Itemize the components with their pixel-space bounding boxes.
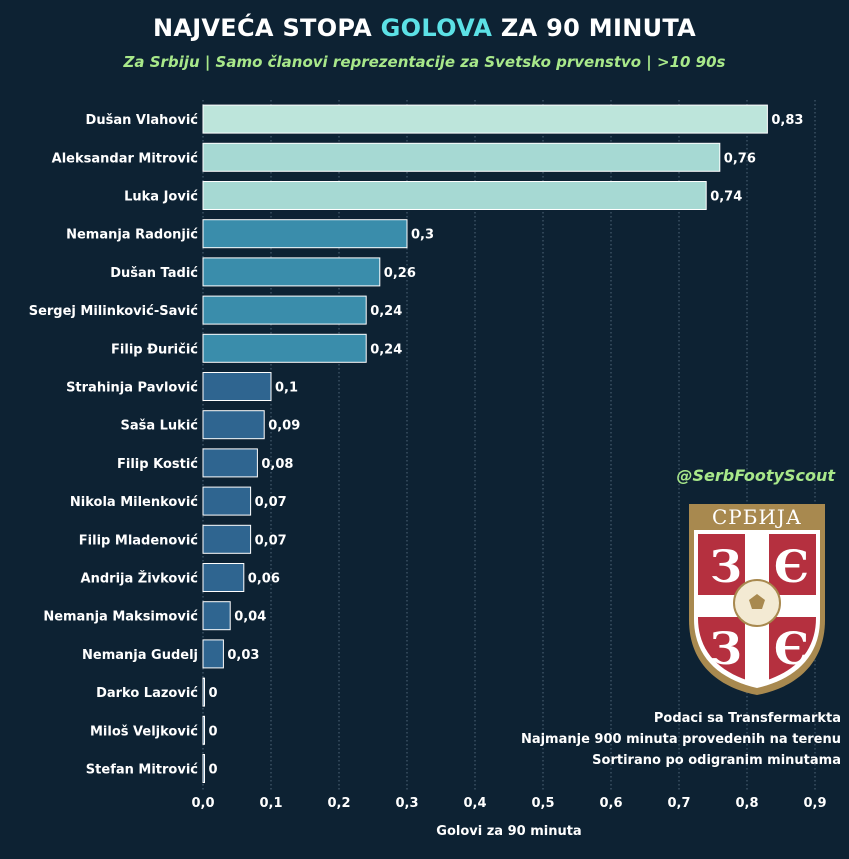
bar — [202, 754, 205, 783]
bar — [202, 677, 205, 707]
category-label: Nemanja Maksimović — [43, 610, 198, 625]
bar — [202, 524, 252, 554]
category-label: Dušan Tadić — [110, 266, 198, 281]
title-part-1: NAJVEĆA STOPA — [152, 14, 381, 42]
value-label: 0,06 — [248, 572, 280, 587]
category-label: Andrija Živković — [81, 571, 199, 587]
value-label: 0 — [209, 724, 218, 739]
category-label: Nemanja Radonjić — [66, 228, 198, 243]
category-label: Nemanja Gudelj — [82, 648, 198, 663]
title-part-2: ZA 90 MINUTA — [492, 14, 697, 42]
svg-text:Є: Є — [774, 542, 809, 593]
x-tick-label: 0,4 — [463, 796, 486, 811]
crest-label: СРБИЈА — [712, 505, 802, 529]
x-tick-label: 0,3 — [395, 796, 418, 811]
x-tick-label: 0,1 — [259, 796, 282, 811]
value-label: 0,26 — [384, 266, 416, 281]
category-label: Filip Mladenović — [79, 533, 198, 548]
note-minutes: Najmanje 900 minuta provedenih na terenu — [520, 732, 841, 747]
svg-text:З: З — [710, 542, 742, 593]
value-label: 0,83 — [771, 113, 803, 128]
bar — [202, 563, 245, 592]
bar — [202, 181, 707, 210]
value-label: 0 — [209, 763, 218, 778]
category-label: Dušan Vlahović — [86, 113, 199, 128]
bar — [202, 257, 381, 287]
value-label: 0,03 — [227, 648, 259, 663]
x-tick-label: 0,2 — [327, 796, 350, 811]
bar — [202, 142, 721, 172]
value-label: 0 — [209, 686, 218, 701]
bar — [202, 104, 768, 134]
value-label: 0,04 — [234, 610, 266, 625]
serbia-crest-icon: З Є З Є СРБИЈА — [689, 504, 825, 695]
bar — [202, 219, 408, 249]
chart-subtitle: Za Srbiju | Samo članovi reprezentacije … — [123, 53, 726, 71]
category-label: Darko Lazović — [96, 686, 198, 701]
author-handle: @SerbFootyScout — [676, 466, 835, 485]
bar — [202, 715, 205, 745]
value-label: 0,3 — [411, 228, 434, 243]
category-label: Miloš Veljković — [90, 724, 198, 739]
svg-text:З: З — [710, 624, 742, 675]
value-label: 0,1 — [275, 381, 298, 396]
x-tick-label: 0,7 — [667, 796, 690, 811]
x-tick-label: 0,0 — [191, 796, 214, 811]
value-label: 0,07 — [255, 533, 287, 548]
category-label: Luka Jović — [124, 190, 198, 205]
value-label: 0,09 — [268, 419, 300, 434]
bar — [202, 448, 258, 478]
bar — [202, 639, 224, 669]
category-label: Sergej Milinković-Savić — [29, 304, 199, 319]
value-label: 0,07 — [255, 495, 287, 510]
category-label: Nikola Milenković — [70, 495, 198, 510]
value-label: 0,24 — [370, 304, 402, 319]
bar — [202, 333, 367, 363]
x-tick-label: 0,5 — [531, 796, 554, 811]
category-label: Strahinja Pavlović — [66, 381, 198, 396]
note-source: Podaci sa Transfermarkta — [653, 711, 841, 726]
category-label: Filip Kostić — [117, 457, 198, 472]
category-label: Filip Đuričić — [111, 342, 198, 357]
bar — [202, 410, 265, 440]
x-tick-label: 0,9 — [803, 796, 826, 811]
value-label: 0,76 — [724, 151, 756, 166]
x-axis-label: Golovi za 90 minuta — [436, 824, 581, 839]
category-label: Stefan Mitrović — [86, 763, 198, 778]
svg-text:Є: Є — [774, 624, 809, 675]
x-tick-label: 0,8 — [735, 796, 758, 811]
value-label: 0,08 — [261, 457, 293, 472]
category-label: Aleksandar Mitrović — [52, 151, 199, 166]
title-highlight: GOLOVA — [380, 14, 493, 42]
chart-title: NAJVEĆA STOPA GOLOVA ZA 90 MINUTA — [0, 14, 849, 42]
bar — [202, 486, 252, 516]
value-label: 0,24 — [370, 342, 402, 357]
bar — [202, 295, 367, 325]
x-tick-label: 0,6 — [599, 796, 622, 811]
bar — [202, 601, 231, 631]
category-label: Saša Lukić — [120, 419, 198, 434]
bar — [202, 372, 272, 401]
value-label: 0,74 — [710, 190, 742, 205]
note-sorting: Sortirano po odigranim minutama — [592, 753, 841, 768]
